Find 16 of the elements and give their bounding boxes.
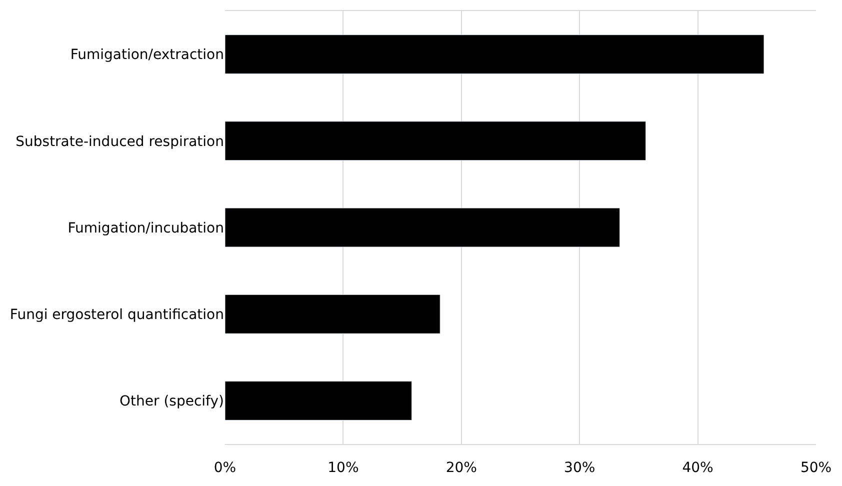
bar (225, 294, 440, 334)
x-tick-label: 0% (214, 460, 236, 476)
bar (225, 34, 764, 74)
y-tick-label: Fungi ergosterol quantification (10, 307, 224, 323)
x-tick-label: 40% (682, 460, 714, 476)
bar (225, 208, 620, 248)
y-tick-label: Other (specify) (120, 394, 224, 410)
y-tick-label: Fumigation/incubation (68, 220, 224, 236)
x-tick-label: 20% (446, 460, 477, 476)
bar (225, 121, 646, 161)
y-tick-label: Fumigation/extraction (70, 47, 224, 64)
x-tick-label: 30% (564, 460, 596, 476)
y-tick-label: Substrate-induced respiration (16, 134, 224, 150)
x-tick-label: 10% (328, 460, 359, 476)
x-tick-label: 50% (800, 460, 832, 476)
bar (225, 380, 412, 420)
